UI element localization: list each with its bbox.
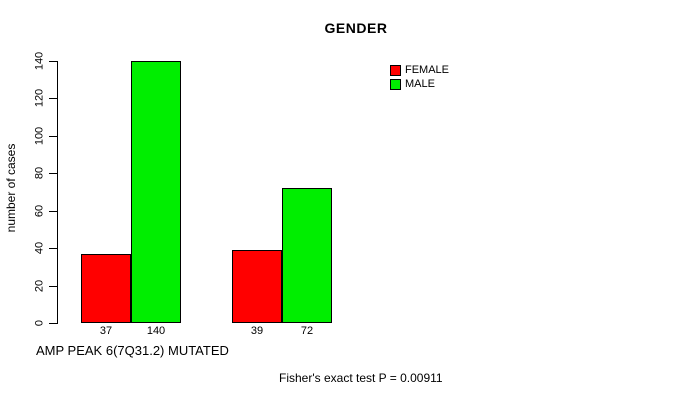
bar-male-group1 bbox=[131, 61, 181, 323]
legend-label: MALE bbox=[405, 78, 435, 90]
y-tick-label: 100 bbox=[33, 126, 46, 146]
y-tick-label: 40 bbox=[33, 241, 46, 255]
y-tick-label: 140 bbox=[33, 51, 46, 71]
y-tick-mark bbox=[49, 323, 57, 324]
y-tick-mark bbox=[49, 136, 57, 137]
legend: FEMALE MALE bbox=[390, 65, 449, 93]
chart-title: GENDER bbox=[324, 20, 388, 36]
y-tick-label: 0 bbox=[33, 319, 46, 327]
y-tick-mark bbox=[49, 98, 57, 99]
y-tick-label: 120 bbox=[33, 88, 46, 108]
y-tick-label: 60 bbox=[33, 204, 46, 218]
legend-row-female: FEMALE bbox=[390, 65, 449, 76]
y-tick-mark bbox=[49, 248, 57, 249]
y-tick-mark bbox=[49, 211, 57, 212]
y-tick-label: 80 bbox=[33, 166, 46, 180]
y-tick-mark bbox=[49, 61, 57, 62]
y-tick-mark bbox=[49, 286, 57, 287]
y-axis-line bbox=[57, 61, 58, 324]
bar-value-label: 37 bbox=[99, 325, 113, 337]
y-tick-mark bbox=[49, 173, 57, 174]
legend-swatch-icon bbox=[390, 65, 401, 76]
bar-male-group2 bbox=[282, 188, 332, 323]
y-tick-label: 20 bbox=[33, 279, 46, 293]
bar-value-label: 39 bbox=[250, 325, 264, 337]
bar-value-label: 140 bbox=[146, 325, 166, 337]
legend-row-male: MALE bbox=[390, 79, 449, 90]
legend-label: FEMALE bbox=[405, 64, 450, 76]
x-axis-title: AMP PEAK 6(7Q31.2) MUTATED bbox=[36, 343, 229, 358]
bar-value-label: 72 bbox=[300, 325, 314, 337]
bar-female-group1 bbox=[81, 254, 131, 323]
bar-female-group2 bbox=[232, 250, 282, 323]
y-axis-title: number of cases bbox=[4, 143, 18, 233]
legend-swatch-icon bbox=[390, 79, 401, 90]
footnote-pvalue: Fisher's exact test P = 0.00911 bbox=[279, 371, 443, 385]
